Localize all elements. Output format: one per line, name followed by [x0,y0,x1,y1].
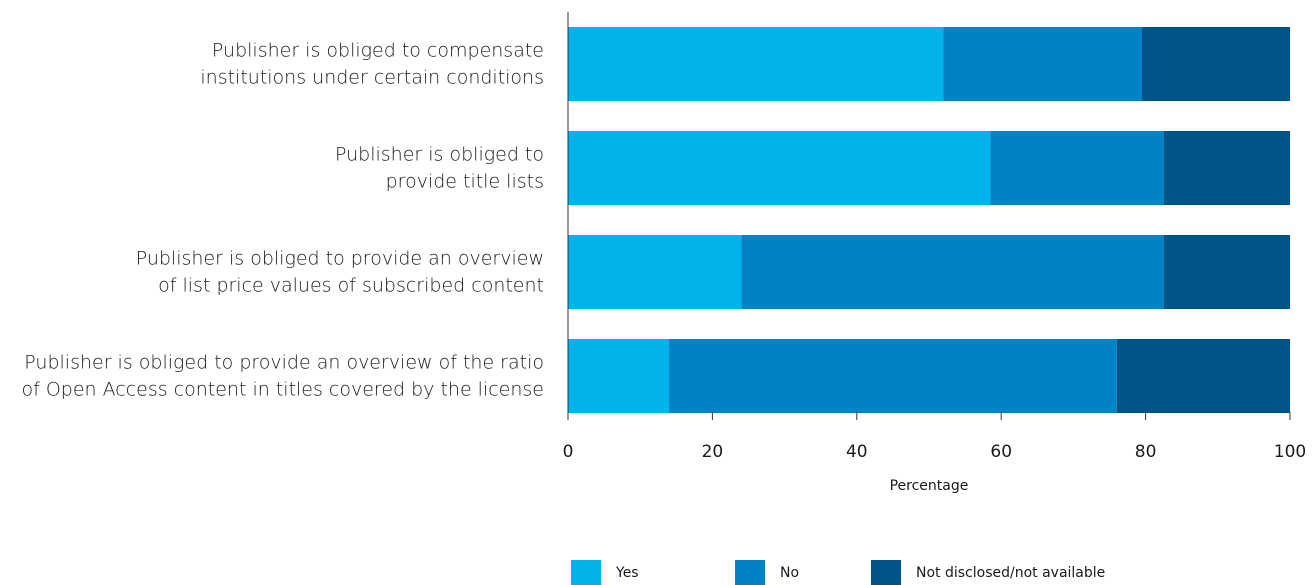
bar-segment [568,131,991,205]
bar-segment [669,339,1117,413]
x-tick-label: 20 [702,442,724,462]
bar-segment [943,27,1142,101]
legend-swatch [871,560,901,585]
bar-segment [568,235,742,309]
bar-segment [1116,339,1290,413]
legend-swatch [735,560,765,585]
x-tick-label: 0 [563,442,574,462]
x-tick-label: 40 [846,442,868,462]
x-axis-label: Percentage [890,478,969,494]
legend-label: Not disclosed/not available [916,565,1105,581]
bar-segment [568,339,670,413]
legend-label: Yes [615,565,639,581]
bar-segment [1163,131,1290,205]
bar-segment [741,235,1164,309]
bar-segment [1163,235,1290,309]
x-tick-label: 80 [1135,442,1157,462]
x-tick-label: 60 [990,442,1012,462]
bar-segment [568,27,944,101]
bar-segment [990,131,1164,205]
category-label: Publisher is obliged to provide an overv… [21,351,544,400]
category-label: Publisher is obliged to compensate instit… [200,39,544,88]
legend-swatch [571,560,601,585]
x-tick-label: 100 [1274,442,1306,462]
bar-segment [1141,27,1290,101]
category-label: Publisher is obliged to provide title lis… [335,143,544,192]
legend-label: No [780,565,799,581]
category-label: Publisher is obliged to provide an overv… [136,247,544,296]
